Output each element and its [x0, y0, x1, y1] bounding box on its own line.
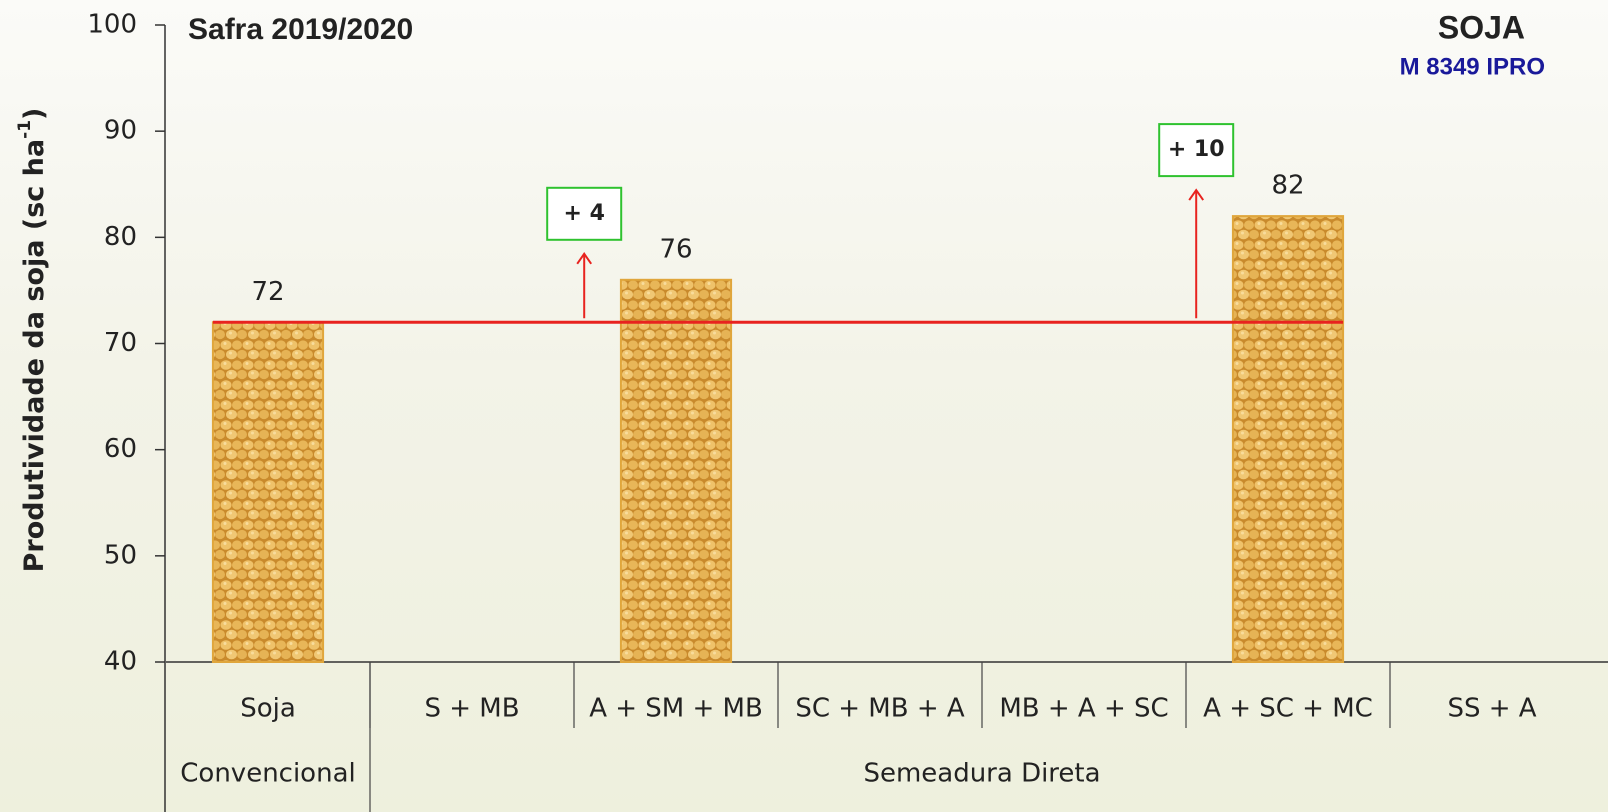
y-label-close: )	[19, 108, 50, 120]
x-tick-label: A + SM + MB	[589, 694, 763, 724]
annotation: + 10	[1168, 137, 1225, 162]
bar	[619, 278, 733, 663]
y-tick-label: 40	[104, 647, 137, 677]
annotation-box	[546, 186, 623, 241]
y-tick-label: 60	[104, 434, 137, 464]
y-tick-label: 70	[104, 328, 137, 358]
group-label: Semeadura Direta	[863, 759, 1100, 789]
x-tick-label: SS + A	[1447, 694, 1536, 724]
gain-arrow-head	[1188, 188, 1205, 201]
y-label-text: Produtividade da soja (sc ha	[19, 139, 50, 573]
y-tick-label: 50	[104, 540, 137, 570]
x-tick-label: A + SC + MC	[1203, 694, 1373, 724]
y-label-sup: -1	[15, 120, 35, 139]
x-tick-label: MB + A + SC	[999, 694, 1168, 724]
y-tick-label: 80	[104, 222, 137, 252]
x-tick-label: SC + MB + A	[795, 694, 965, 724]
x-tick-label: S + MB	[424, 694, 519, 724]
y-tick-label: 90	[104, 116, 137, 146]
annotation: + 4	[563, 201, 604, 226]
y-tick-label: 100	[87, 10, 137, 40]
annotation-box	[1158, 123, 1235, 178]
bar	[1231, 215, 1345, 663]
group-label: Convencional	[180, 759, 355, 789]
chart-title: Safra 2019/2020	[188, 13, 413, 46]
data-label: 76	[659, 234, 692, 264]
data-label: 72	[251, 277, 284, 307]
y-axis-label: Produtividade da soja (sc ha-1)	[15, 108, 50, 573]
gain-arrow-head	[576, 252, 593, 265]
corner-title: SOJA	[1438, 9, 1525, 45]
bar	[211, 321, 325, 663]
x-tick-label: Soja	[240, 694, 296, 724]
data-label: 82	[1271, 171, 1304, 201]
corner-subtitle: M 8349 IPRO	[1400, 53, 1545, 80]
